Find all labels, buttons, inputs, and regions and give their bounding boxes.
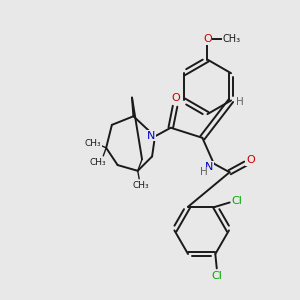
Text: Cl: Cl <box>211 271 222 281</box>
Text: CH₃: CH₃ <box>90 158 106 167</box>
Text: Cl: Cl <box>231 196 242 206</box>
Text: N: N <box>205 162 213 172</box>
Text: N: N <box>146 130 155 140</box>
Text: H: H <box>200 167 207 177</box>
Text: CH₃: CH₃ <box>132 181 149 190</box>
Text: H: H <box>236 97 244 107</box>
Text: O: O <box>246 155 255 165</box>
Text: O: O <box>203 34 212 44</box>
Text: CH₃: CH₃ <box>223 34 241 44</box>
Text: CH₃: CH₃ <box>85 139 101 148</box>
Text: O: O <box>171 93 180 103</box>
